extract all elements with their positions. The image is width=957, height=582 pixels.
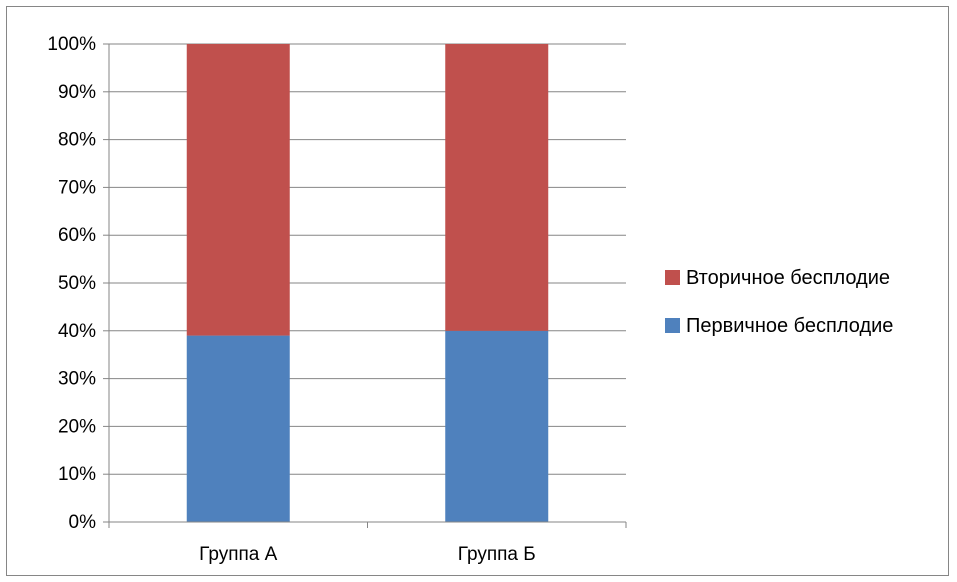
x-tick-label: Группа Б [458,544,536,565]
bar-segment [186,44,290,336]
legend-swatch [665,318,680,333]
bar-segment [186,335,290,522]
bar-segment [445,330,549,522]
y-tick-label: 30% [58,369,96,390]
y-tick-label: 50% [58,273,96,294]
legend-label: Вторичное бесплодие [686,267,890,289]
y-tick-label: 10% [58,464,96,485]
x-tick-label: Группа А [199,544,277,565]
y-tick-label: 100% [47,34,96,55]
y-tick-label: 80% [58,130,96,151]
legend-label: Первичное бесплодие [686,315,893,337]
y-tick-label: 40% [58,321,96,342]
y-tick-label: 90% [58,82,96,103]
legend: Вторичное бесплодие Первичное бесплодие [665,267,893,337]
y-tick-label: 70% [58,177,96,198]
y-tick-label: 60% [58,225,96,246]
y-axis-tick-labels: 0% 10% 20% 30% 40% 50% 60% 70% 80% 90% 100% [47,34,96,533]
y-tick-label: 20% [58,416,96,437]
bar-segment [445,44,549,331]
y-tick-label: 0% [69,512,97,533]
legend-swatch [665,270,680,285]
bars [186,44,549,522]
axes [103,43,627,528]
gridlines [109,43,626,475]
x-axis-tick-labels: Группа А Группа Б [199,544,536,565]
